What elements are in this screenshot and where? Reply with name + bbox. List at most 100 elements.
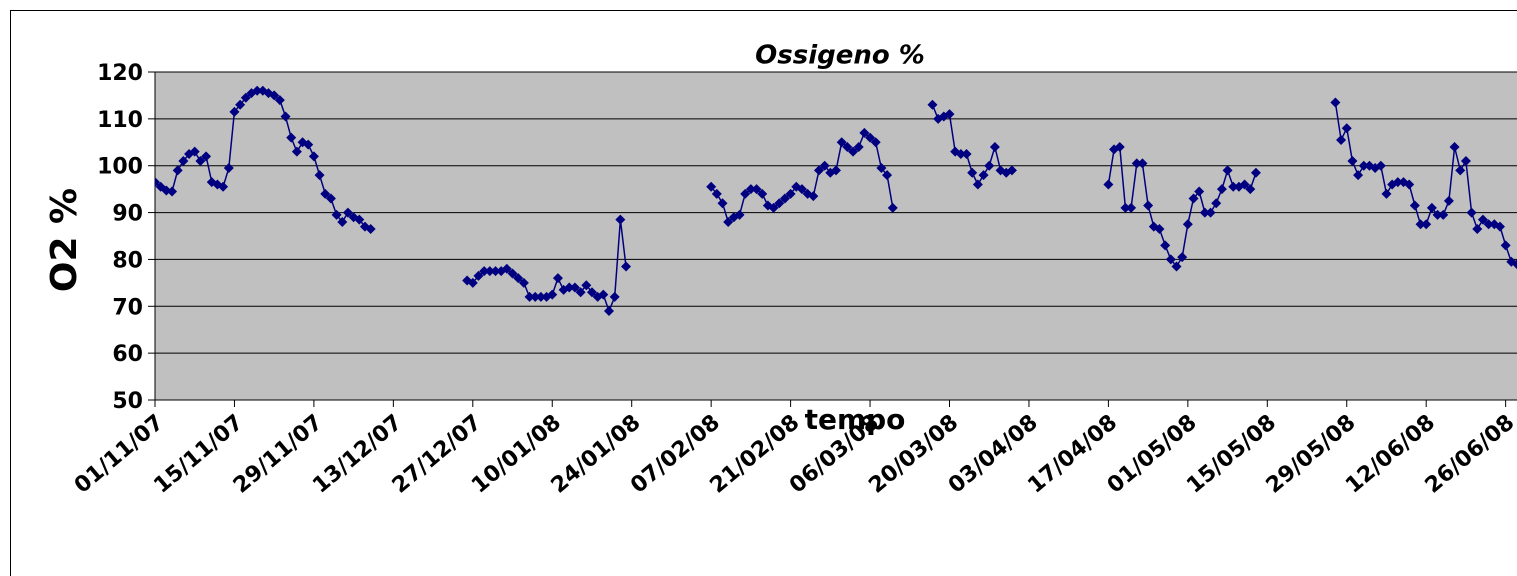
data-point bbox=[842, 141, 853, 152]
y-tick-label: 60 bbox=[112, 342, 143, 367]
data-point bbox=[201, 151, 212, 162]
data-point bbox=[1512, 259, 1517, 270]
data-point bbox=[1415, 219, 1426, 230]
data-point bbox=[853, 141, 864, 152]
data-point bbox=[1460, 156, 1471, 167]
data-point bbox=[768, 202, 779, 213]
data-point bbox=[1472, 223, 1483, 234]
data-point bbox=[314, 170, 325, 181]
data-point bbox=[530, 291, 541, 302]
data-point bbox=[745, 184, 756, 195]
data-point bbox=[621, 261, 632, 272]
x-axis-label: tempo bbox=[805, 403, 906, 436]
data-point bbox=[325, 193, 336, 204]
data-point bbox=[740, 188, 751, 199]
marks bbox=[155, 85, 1517, 316]
y-tick-label: 90 bbox=[112, 202, 143, 227]
data-point bbox=[1131, 158, 1142, 169]
data-point bbox=[1455, 165, 1466, 176]
data-point bbox=[229, 106, 240, 117]
data-point bbox=[1006, 165, 1017, 176]
data-point bbox=[342, 207, 353, 218]
data-point bbox=[1177, 252, 1188, 263]
data-point bbox=[189, 146, 200, 157]
data-point bbox=[944, 109, 955, 120]
data-point bbox=[808, 191, 819, 202]
data-point bbox=[711, 188, 722, 199]
data-point bbox=[1160, 240, 1171, 251]
data-point bbox=[320, 188, 331, 199]
data-point bbox=[501, 263, 512, 274]
data-point bbox=[734, 209, 745, 220]
data-point bbox=[598, 289, 609, 300]
data-point bbox=[961, 149, 972, 159]
data-point bbox=[564, 282, 575, 293]
data-point bbox=[1245, 184, 1256, 195]
data-point bbox=[717, 198, 728, 209]
data-point bbox=[1211, 198, 1222, 209]
data-point bbox=[291, 146, 302, 157]
data-point bbox=[1381, 188, 1392, 199]
data-point bbox=[1222, 165, 1233, 176]
data-point bbox=[535, 291, 546, 302]
y-tick-label: 50 bbox=[112, 389, 143, 414]
data-point bbox=[155, 177, 160, 188]
data-point bbox=[1392, 177, 1403, 188]
data-point bbox=[1143, 200, 1154, 211]
data-point bbox=[870, 137, 881, 148]
data-point bbox=[1205, 207, 1216, 218]
data-point bbox=[473, 270, 484, 281]
data-point bbox=[848, 146, 859, 157]
data-point bbox=[819, 160, 830, 171]
y-tick-label: 100 bbox=[97, 155, 143, 180]
data-point bbox=[1228, 181, 1239, 192]
data-point bbox=[240, 92, 251, 103]
data-point bbox=[1358, 160, 1369, 171]
data-point bbox=[1494, 221, 1505, 232]
data-point bbox=[1336, 134, 1347, 145]
data-point bbox=[1182, 219, 1193, 230]
data-point bbox=[575, 287, 586, 298]
data-point bbox=[235, 99, 246, 110]
data-point bbox=[547, 289, 558, 300]
data-point bbox=[723, 216, 734, 227]
data-point bbox=[178, 156, 189, 167]
data-point bbox=[1449, 141, 1460, 152]
data-point bbox=[757, 188, 768, 199]
data-point bbox=[1426, 202, 1437, 213]
chart-title: Ossigeno % bbox=[755, 41, 925, 71]
data-point bbox=[552, 273, 563, 284]
data-point bbox=[331, 209, 342, 220]
data-point bbox=[507, 268, 518, 279]
data-point bbox=[785, 188, 796, 199]
y-tick-label: 120 bbox=[97, 61, 143, 86]
data-point bbox=[569, 282, 580, 293]
data-point bbox=[1216, 184, 1227, 195]
data-point bbox=[609, 291, 620, 302]
data-point bbox=[984, 160, 995, 171]
data-point bbox=[1409, 200, 1420, 211]
data-point bbox=[308, 151, 319, 162]
data-point bbox=[354, 214, 365, 225]
data-point bbox=[490, 266, 501, 277]
data-point bbox=[1103, 179, 1114, 190]
data-point bbox=[1137, 158, 1148, 169]
data-point bbox=[836, 137, 847, 148]
data-point bbox=[337, 216, 348, 227]
data-point bbox=[1239, 179, 1250, 190]
data-point bbox=[865, 132, 876, 143]
data-point bbox=[1199, 207, 1210, 218]
data-point bbox=[604, 305, 614, 316]
data-point bbox=[269, 90, 280, 101]
data-point bbox=[887, 202, 898, 213]
data-point bbox=[195, 156, 206, 167]
data-point bbox=[1500, 240, 1511, 251]
data-point bbox=[751, 184, 762, 195]
data-point bbox=[1404, 179, 1415, 190]
data-point bbox=[1353, 170, 1364, 181]
data-point bbox=[774, 198, 785, 209]
data-point bbox=[1375, 160, 1386, 171]
data-point bbox=[286, 132, 297, 143]
